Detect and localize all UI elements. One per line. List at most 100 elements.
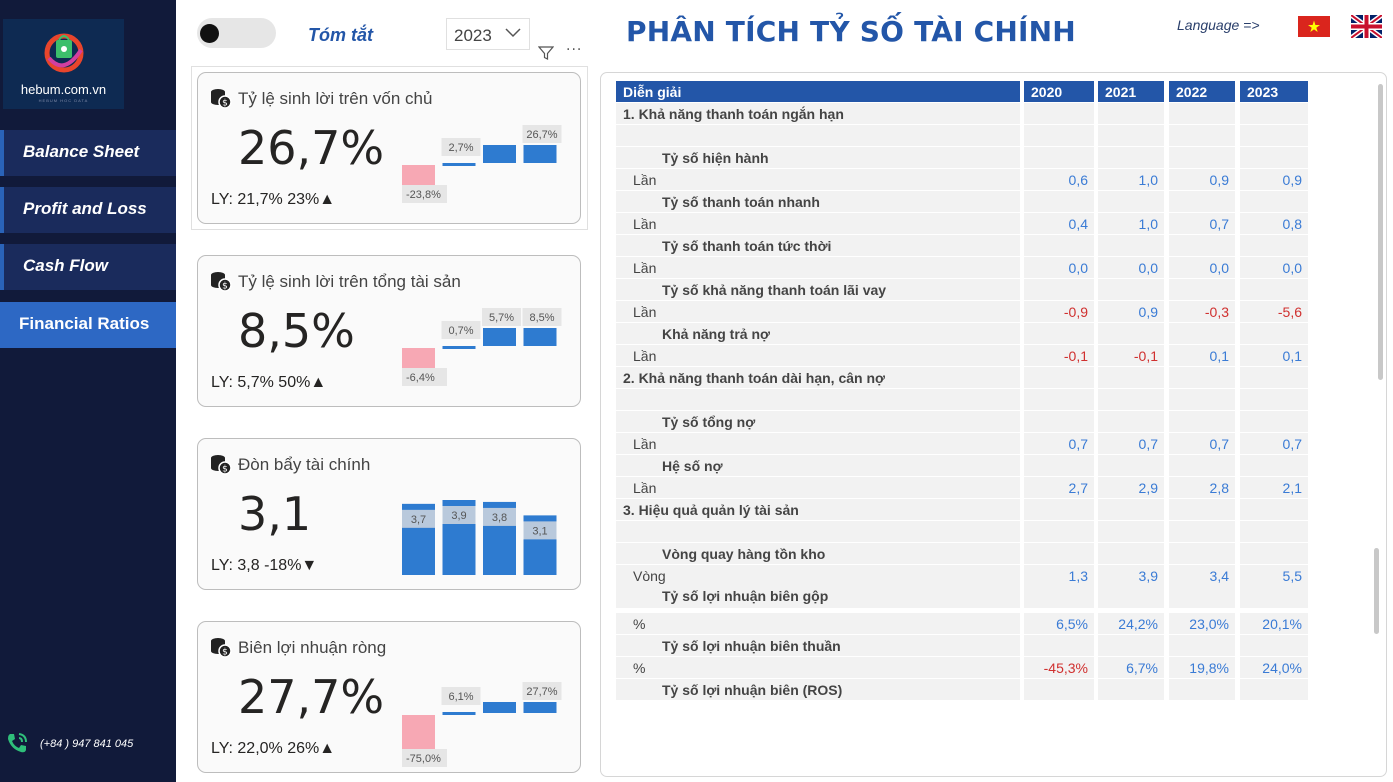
vietnam-flag-icon[interactable] xyxy=(1298,16,1330,37)
row-label: Lần xyxy=(633,436,657,452)
row-label: Tỷ số khả năng thanh toán lãi vay xyxy=(662,282,887,298)
row-label: Lần xyxy=(633,480,657,496)
year-dropdown[interactable]: 2023 xyxy=(446,18,530,50)
value-cell: 0,9 xyxy=(1098,301,1164,322)
value-cell xyxy=(1169,147,1235,168)
value-cell xyxy=(1169,585,1235,606)
value-cell xyxy=(1024,455,1094,476)
logo-text: hebum.com.vn xyxy=(20,82,107,97)
value-cell xyxy=(1024,679,1094,700)
value-cell xyxy=(1240,585,1308,606)
table-scrollbar-thumb-secondary[interactable] xyxy=(1374,548,1379,634)
nav-financial-ratios[interactable]: Financial Ratios xyxy=(0,302,176,348)
kpi-value: 26,7% xyxy=(238,121,385,175)
chart-label-bg xyxy=(441,321,481,339)
chart-data-label: 3,7 xyxy=(411,514,426,526)
value-cell xyxy=(1098,389,1164,410)
value-cell xyxy=(1169,679,1235,700)
svg-text:$: $ xyxy=(222,99,228,109)
chart-bar xyxy=(442,712,476,715)
kpi-title: Tỷ lệ sinh lời trên vốn chủ xyxy=(238,89,433,108)
nav-balance-sheet[interactable]: Balance Sheet xyxy=(0,130,176,176)
column-header[interactable]: 2021 xyxy=(1098,81,1164,102)
chart-label-bg xyxy=(483,507,516,526)
value-cell: 0,9 xyxy=(1240,169,1308,190)
value: 0,6 xyxy=(1068,172,1088,188)
table-row: Tỷ số lợi nhuận biên thuần xyxy=(616,634,1308,656)
value-cell: 23,0% xyxy=(1169,613,1235,634)
value-cell xyxy=(1024,521,1094,542)
row-label: Lần xyxy=(633,348,657,364)
summary-toggle[interactable] xyxy=(197,18,276,48)
value-cell xyxy=(1169,367,1235,388)
value: 0,7 xyxy=(1068,436,1088,452)
chart-data-label: 6,1% xyxy=(448,691,473,703)
column-header[interactable]: 2023 xyxy=(1240,81,1308,102)
chart-bar xyxy=(442,346,476,349)
row-label-cell: Lần xyxy=(616,169,1020,190)
value-cell xyxy=(1098,521,1164,542)
row-label-cell: Tỷ số lợi nhuận biên gộp xyxy=(616,585,1020,606)
kpi-title: Biên lợi nhuận ròng xyxy=(238,638,387,657)
row-label-cell xyxy=(616,125,1020,146)
column-header[interactable]: 2022 xyxy=(1169,81,1235,102)
value: 0,4 xyxy=(1068,216,1088,232)
row-label-cell: 2. Khả năng thanh toán dài hạn, cân nợ xyxy=(616,367,1020,388)
value-cell: -45,3% xyxy=(1024,657,1094,678)
value-cell xyxy=(1098,191,1164,212)
uk-flag-icon[interactable] xyxy=(1351,15,1382,38)
row-label-cell: 1. Khả năng thanh toán ngắn hạn xyxy=(616,103,1020,124)
more-options-icon[interactable]: ··· xyxy=(566,42,583,58)
row-label-cell xyxy=(616,389,1020,410)
row-label-cell: Lần xyxy=(616,477,1020,498)
sidebar: hebum.com.vn HEBUM HOC DATA Balance Shee… xyxy=(0,0,176,782)
chart-data-label: -75,0% xyxy=(406,753,441,765)
value-cell xyxy=(1024,389,1094,410)
row-label-cell: Lần xyxy=(616,301,1020,322)
table-scrollbar-thumb[interactable] xyxy=(1378,84,1383,380)
value-cell: 0,9 xyxy=(1169,169,1235,190)
table-row: % -45,3% 6,7% 19,8% 24,0% xyxy=(616,656,1308,678)
nav-profit-and-loss[interactable]: Profit and Loss xyxy=(0,187,176,233)
value-cell: 0,1 xyxy=(1169,345,1235,366)
kpi-card-net-margin[interactable]: $ Biên lợi nhuận ròng 27,7% LY: 22,0% 26… xyxy=(197,621,581,773)
chart-label-bg xyxy=(402,749,447,767)
chart-data-label: -6,4% xyxy=(406,372,435,384)
value: 0,0 xyxy=(1068,260,1088,276)
row-label: Tỷ số thanh toán nhanh xyxy=(662,194,820,210)
chart-data-label: 0,7% xyxy=(448,325,473,337)
value-cell xyxy=(1169,455,1235,476)
table-row: 1. Khả năng thanh toán ngắn hạn xyxy=(616,102,1308,124)
value: 0,0 xyxy=(1209,260,1229,276)
value-cell: 3,4 xyxy=(1169,565,1235,586)
chart-label-bg xyxy=(522,682,562,700)
kpi-card-roe[interactable]: $ Tỷ lệ sinh lời trên vốn chủ 26,7% LY: … xyxy=(197,72,581,224)
table-row: Vòng quay hàng tồn kho xyxy=(616,542,1308,564)
column-header[interactable]: Diễn giải xyxy=(616,81,1020,102)
value-cell xyxy=(1024,585,1094,606)
table-row: 2. Khả năng thanh toán dài hạn, cân nợ xyxy=(616,366,1308,388)
kpi-value: 27,7% xyxy=(238,670,385,724)
value: -45,3% xyxy=(1043,660,1088,676)
value: 0,7 xyxy=(1209,436,1229,452)
kpi-card-roa[interactable]: $ Tỷ lệ sinh lời trên tổng tài sản 8,5% … xyxy=(197,255,581,407)
logo-bag-icon xyxy=(44,33,84,73)
kpi-card-leverage[interactable]: $ Đòn bẩy tài chính 3,1 LY: 3,8 -18%▼ 3,… xyxy=(197,438,581,590)
value: 23,0% xyxy=(1189,616,1229,632)
value-cell xyxy=(1169,125,1235,146)
column-header[interactable]: 2020 xyxy=(1024,81,1094,102)
value-cell xyxy=(1024,279,1094,300)
filter-icon[interactable] xyxy=(538,45,554,61)
value-cell xyxy=(1098,499,1164,520)
value-cell xyxy=(1240,191,1308,212)
table-row: Tỷ số lợi nhuận biên gộp xyxy=(616,584,1308,606)
value-cell xyxy=(1024,411,1094,432)
nav-cash-flow[interactable]: Cash Flow xyxy=(0,244,176,290)
logo: hebum.com.vn HEBUM HOC DATA xyxy=(3,19,124,109)
value: 20,1% xyxy=(1262,616,1302,632)
kpi-last-year: LY: 22,0% 26%▲ xyxy=(211,740,336,757)
chart-data-label: 2,7% xyxy=(448,142,473,154)
phone-icon xyxy=(8,733,27,753)
value-cell: 24,2% xyxy=(1098,613,1164,634)
toggle-knob xyxy=(200,24,219,43)
